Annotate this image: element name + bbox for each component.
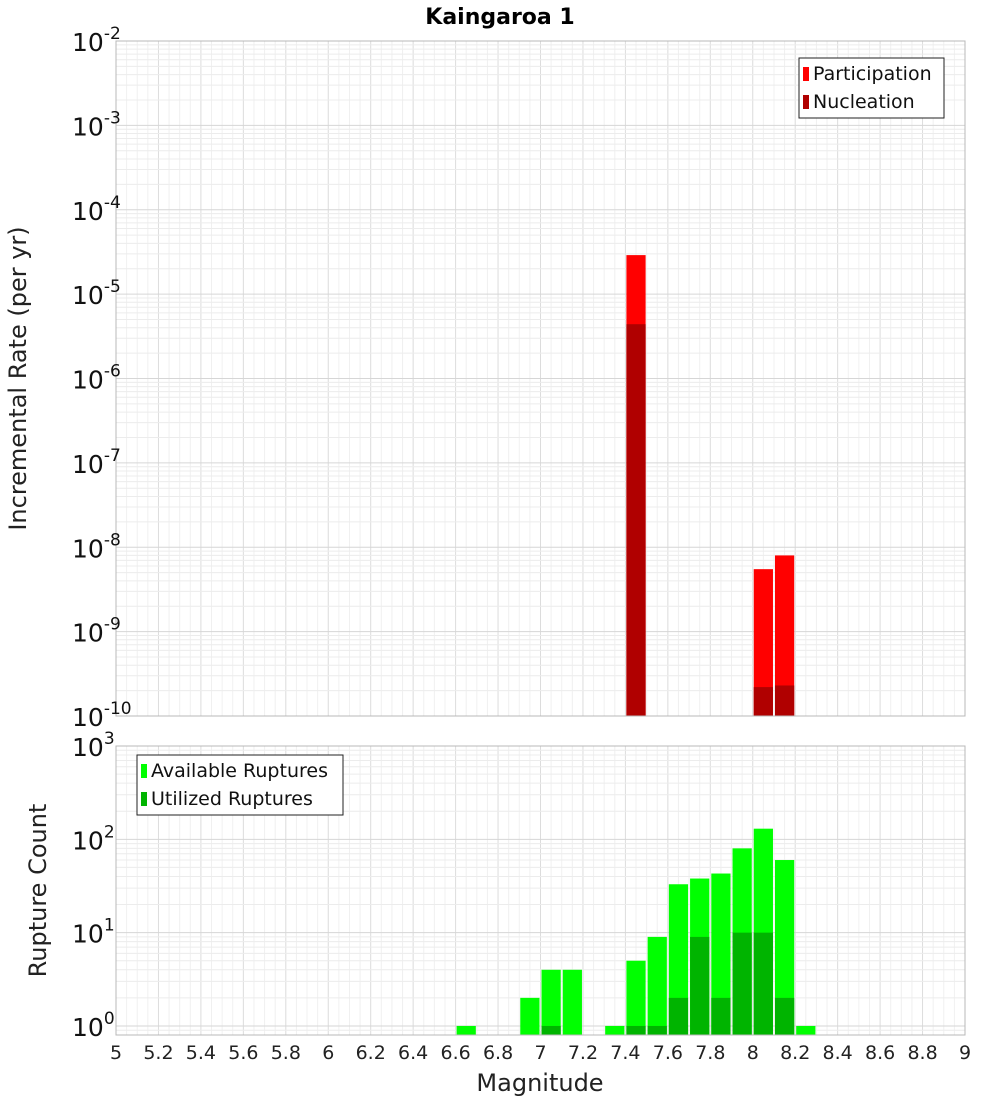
plot-frame: [115, 40, 966, 717]
grid: [115, 41, 966, 717]
x-tick-label: 7: [534, 1042, 546, 1064]
bar-available: [562, 969, 582, 1035]
bar-available: [541, 969, 561, 1035]
x-axis-label: Magnitude: [476, 1069, 603, 1097]
x-tick-label: 6.6: [440, 1042, 470, 1064]
legend-label: Nucleation: [813, 91, 915, 113]
y-tick-label: 10-3: [72, 108, 121, 141]
y-tick-label: 10-9: [72, 615, 121, 648]
x-tick-label: 8.8: [907, 1042, 937, 1064]
x-tick-label: 7.8: [695, 1042, 725, 1064]
y-tick-label: 102: [72, 822, 115, 855]
x-tick-label: 6.4: [398, 1042, 428, 1064]
y-tick-label: 101: [72, 916, 115, 949]
bar-utilized: [541, 1025, 561, 1035]
x-tick-labels: 5 5.2 5.4 5.6 5.8 6 6.2 6.4 6.6 6.8 7 7.2 7.4 7.6 7.8 8…: [110, 1042, 971, 1064]
legend-box: [136, 754, 344, 816]
x-tick-label: 5.8: [271, 1042, 301, 1064]
bar-utilized: [711, 997, 731, 1035]
x-tick-label: 9: [959, 1042, 971, 1064]
y-tick-label: 10-7: [72, 446, 121, 479]
x-tick-label: 6.8: [483, 1042, 513, 1064]
y-axis-label: Incremental Rate (per yr): [4, 226, 32, 530]
y-tick-label: 100: [72, 1009, 115, 1042]
y-tick-label: 10-2: [72, 24, 121, 57]
panel-0: 10-2 10-3 10-4 10-5 10-6 10-7 10-8 10-9 10-10 Inc…: [4, 24, 966, 732]
bar-available: [711, 873, 731, 1035]
legend-label: Available Ruptures: [151, 760, 328, 782]
bar-available: [456, 1025, 476, 1035]
legend: Participation Nucleation: [798, 57, 945, 119]
x-tick-label: 8.2: [780, 1042, 810, 1064]
legend-swatch: [141, 792, 147, 806]
chart-title: Kaingaroa 1: [425, 5, 574, 30]
y-tick-label: 10-10: [72, 699, 132, 732]
x-tick-label: 5.4: [186, 1042, 216, 1064]
y-axis-label: Rupture Count: [24, 804, 52, 978]
bar-available: [626, 960, 646, 1035]
panel-1: 103 102 101 100 Rupture Count Available Ruptu…: [24, 729, 966, 1042]
y-tick-label: 10-8: [72, 530, 121, 563]
plot-frame: [115, 745, 966, 1036]
y-tick-label: 10-6: [72, 362, 121, 395]
x-tick-label: 6.2: [356, 1042, 386, 1064]
x-tick-label: 8: [747, 1042, 759, 1064]
x-tick-label: 5.2: [143, 1042, 173, 1064]
legend-swatch: [141, 764, 147, 778]
bar-nucleation: [626, 324, 646, 716]
x-tick-label: 8.6: [865, 1042, 895, 1064]
bar-utilized: [626, 1025, 646, 1035]
legend-label: Participation: [813, 63, 932, 85]
bar-available: [774, 860, 795, 1035]
x-tick-label: 7.6: [653, 1042, 683, 1064]
bar-utilized: [732, 932, 752, 1035]
y-tick-label: 103: [72, 729, 115, 762]
legend-box: [798, 57, 945, 119]
x-tick-label: 7.2: [568, 1042, 598, 1064]
bar-participation: [774, 555, 795, 716]
legend-swatch: [803, 67, 809, 81]
bar-available: [647, 936, 667, 1035]
bar-available: [668, 884, 689, 1035]
series-0-1: [626, 324, 795, 716]
x-tick-label: 5.6: [228, 1042, 258, 1064]
x-tick-label: 6: [322, 1042, 334, 1064]
y-tick-label: 10-5: [72, 277, 121, 310]
legend-label: Utilized Ruptures: [151, 788, 313, 810]
bar-available: [520, 997, 540, 1035]
bar-participation: [753, 569, 773, 716]
bar-utilized: [647, 1025, 667, 1035]
x-tick-label: 5: [110, 1042, 122, 1064]
x-tick-label: 8.4: [823, 1042, 853, 1064]
bar-available: [605, 1025, 625, 1035]
bar-available: [796, 1025, 816, 1035]
bar-nucleation: [753, 687, 773, 716]
x-tick-label: 7.4: [610, 1042, 640, 1064]
y-tick-label: 10-4: [72, 193, 121, 226]
legend-swatch: [803, 95, 809, 109]
bar-utilized: [690, 936, 710, 1035]
legend: Available Ruptures Utilized Ruptures: [136, 754, 344, 816]
series-1-1: [541, 932, 795, 1035]
bar-utilized: [753, 932, 773, 1035]
bar-utilized: [668, 997, 689, 1035]
bar-utilized: [774, 997, 795, 1035]
bar-nucleation: [774, 685, 795, 716]
